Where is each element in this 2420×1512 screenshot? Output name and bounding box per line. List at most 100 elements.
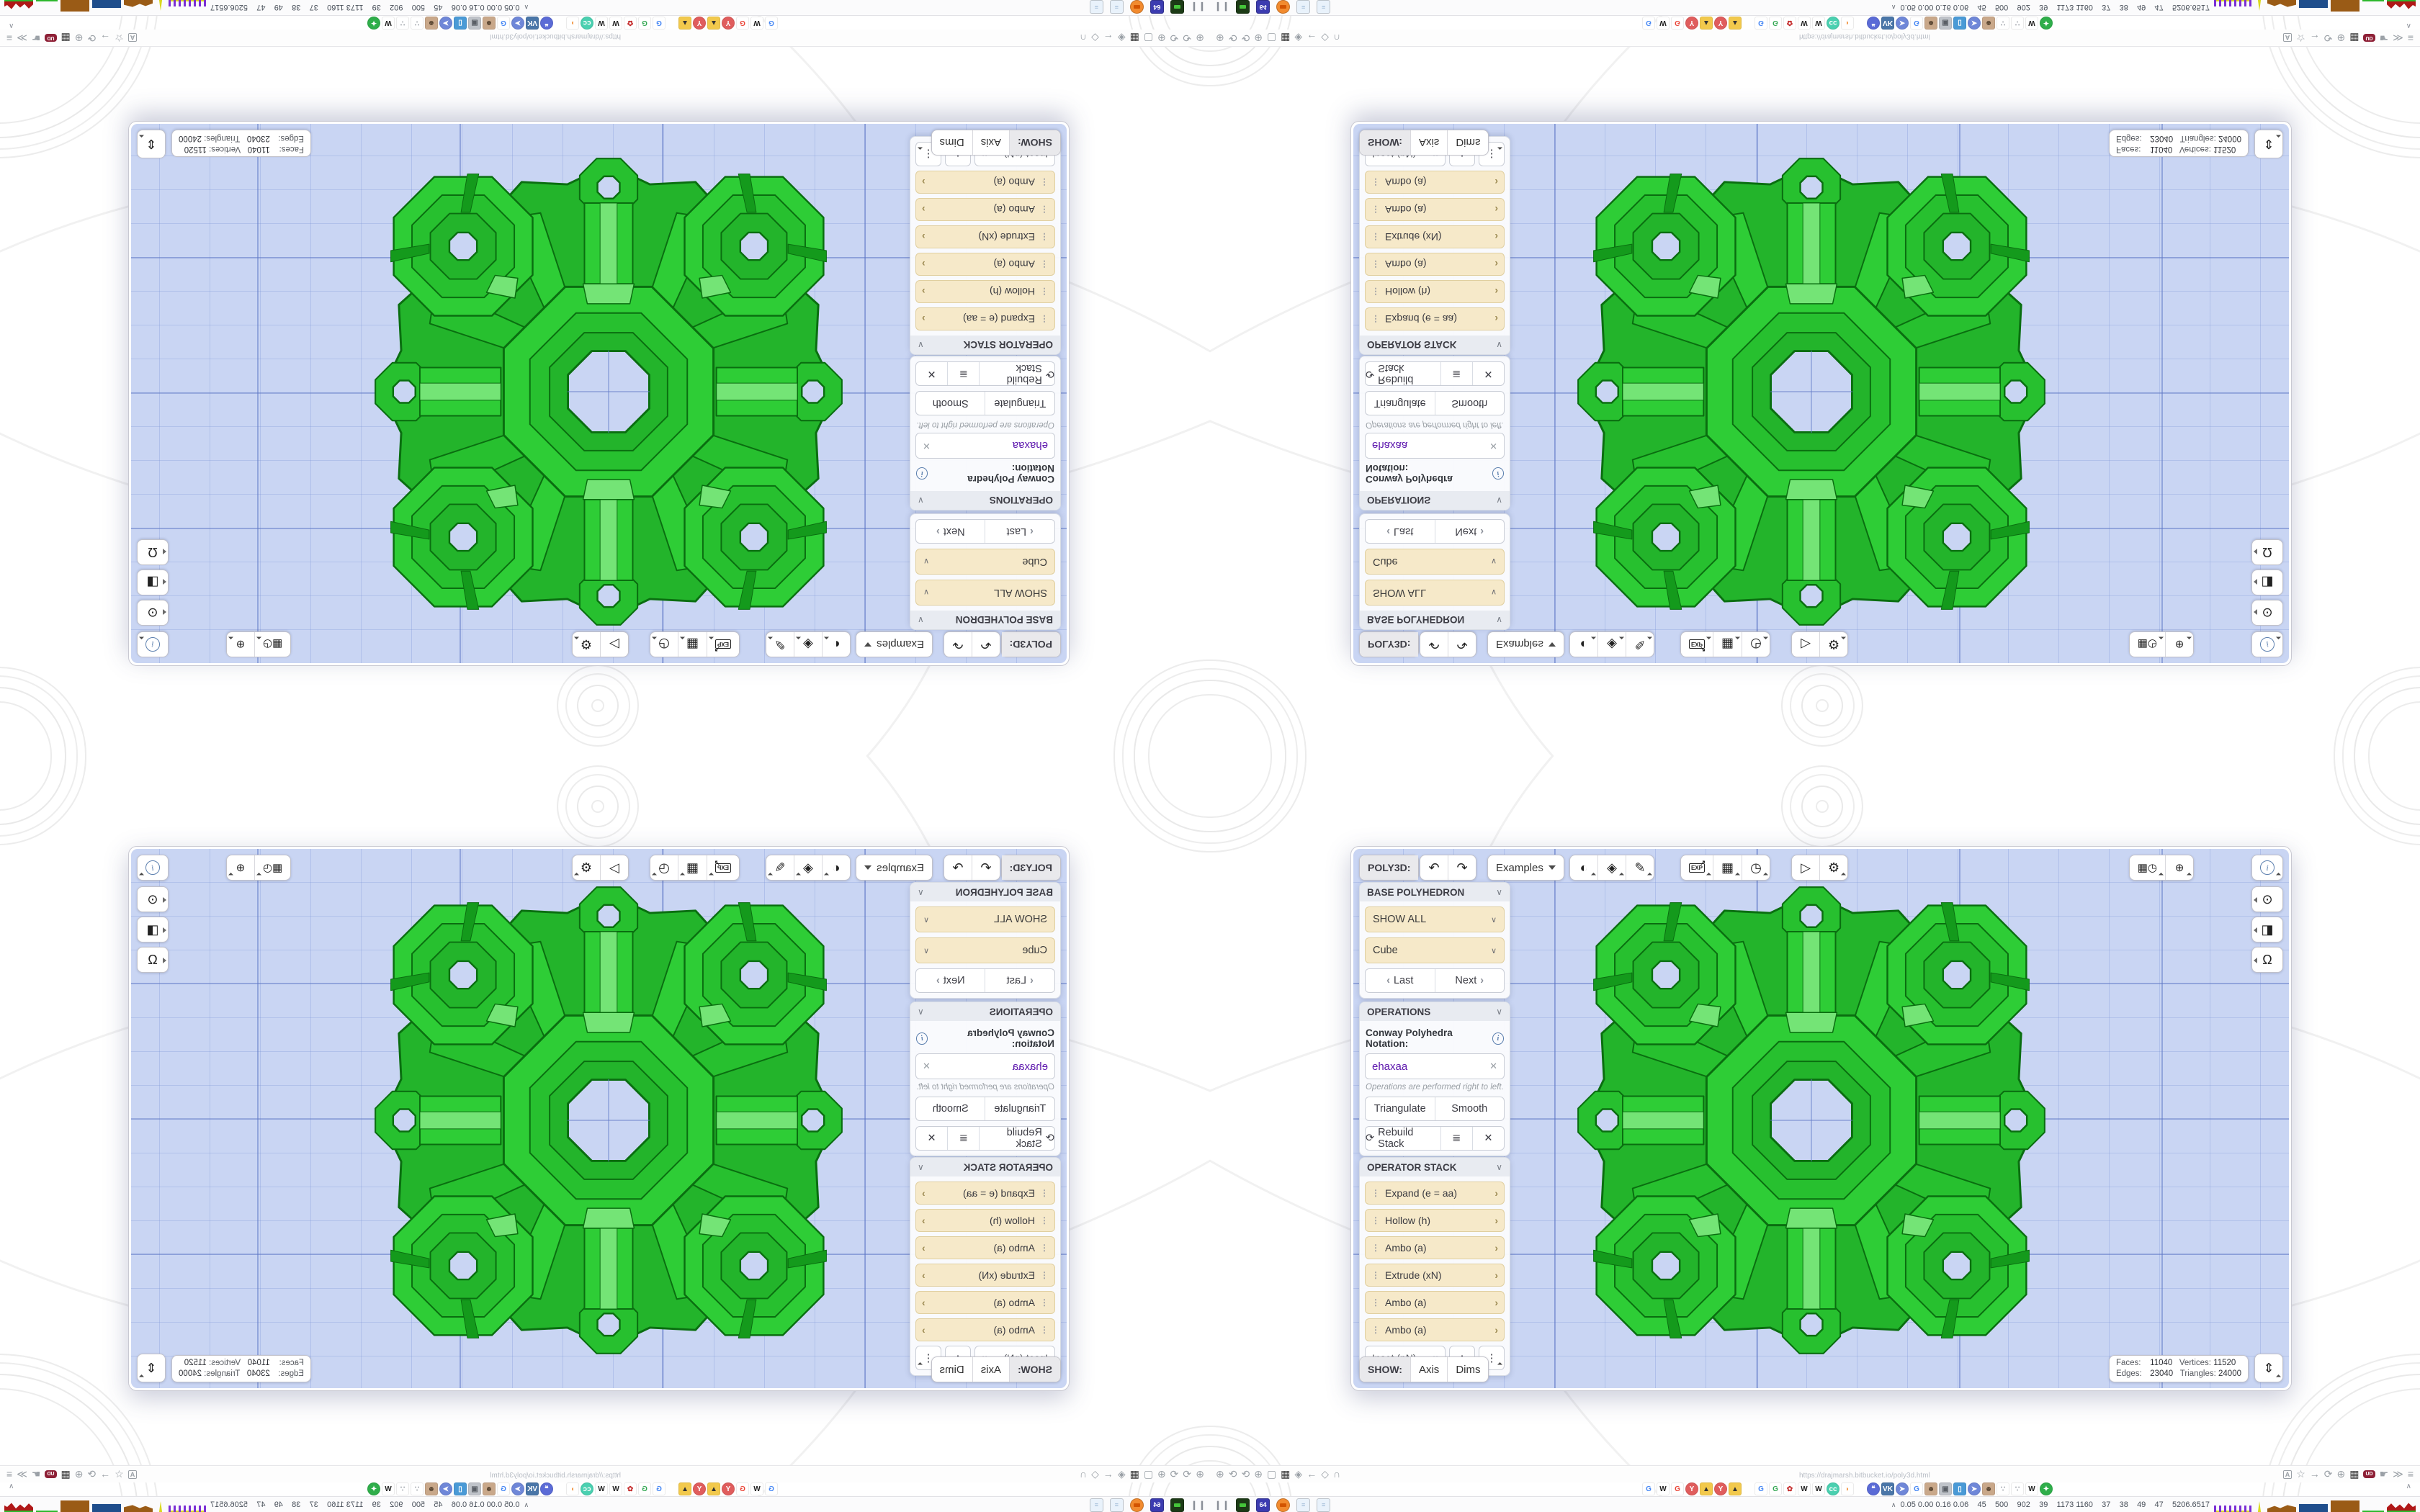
rebuild-stack-button[interactable]: ⟳ Rebuild Stack: [1366, 1127, 1440, 1150]
globe-icon[interactable]: ⊕: [2336, 1468, 2346, 1480]
tab-favicon[interactable]: ▯: [454, 17, 467, 30]
drag-handle-icon[interactable]: ⋮: [1041, 232, 1049, 242]
last-button[interactable]: ‹ Last: [1366, 520, 1435, 543]
operator-stack-item[interactable]: ⋮ Hollow (h) ›: [915, 280, 1055, 303]
notepad-app-icon[interactable]: ≡: [1296, 0, 1311, 14]
export-button[interactable]: EXP ↗: [1681, 855, 1713, 880]
globe-button[interactable]: ⊕: [227, 632, 255, 657]
play-button[interactable]: ▷: [601, 855, 628, 880]
smooth-button[interactable]: Smooth: [916, 392, 986, 415]
lock-icon[interactable]: ∩: [1079, 1468, 1088, 1480]
workspace-indicator[interactable]: ❙❙: [1214, 2, 1231, 12]
workspace-indicator[interactable]: ❙❙: [1214, 1500, 1231, 1510]
shield-icon[interactable]: ◈: [1294, 32, 1303, 44]
drag-handle-icon[interactable]: ⋮: [1371, 314, 1379, 324]
tab-favicon[interactable]: W: [1798, 1482, 1811, 1495]
redo-button[interactable]: ↷: [1448, 855, 1476, 880]
render-style-button[interactable]: ◐: [823, 632, 850, 657]
smooth-button[interactable]: Smooth: [1434, 1097, 1505, 1120]
drag-handle-icon[interactable]: ⋮: [1371, 177, 1379, 187]
info-icon[interactable]: i: [1492, 467, 1504, 480]
trash-icon[interactable]: ▦: [60, 1468, 71, 1480]
operator-stack-item[interactable]: ⋮ Expand (e = aa) ›: [915, 1182, 1055, 1205]
tab-favicon[interactable]: ☻: [1982, 17, 1995, 30]
operator-stack-item[interactable]: ⋮ Ambo (a) ›: [915, 1318, 1055, 1341]
tab-favicon[interactable]: W: [609, 17, 622, 30]
polyhedron-render[interactable]: [1574, 155, 2049, 630]
tab-favicon[interactable]: ✿: [624, 17, 637, 30]
thumbs-icon[interactable]: ☛: [2379, 1468, 2389, 1480]
undo-button[interactable]: ↶: [972, 632, 1000, 657]
polyhedron-button[interactable]: ◈: [794, 855, 823, 880]
export-button[interactable]: EXP ↗: [707, 632, 739, 657]
ublock-shield-icon[interactable]: UD: [2363, 1470, 2375, 1478]
history-button[interactable]: ◷: [650, 632, 678, 657]
tab-favicon[interactable]: ∵: [1996, 1482, 2009, 1495]
tab-favicon[interactable]: Y: [693, 17, 706, 30]
floppy64-app-icon[interactable]: 64: [1150, 0, 1164, 14]
notepad-app-icon[interactable]: ≡: [1089, 1498, 1103, 1512]
tab-favicon[interactable]: ▲: [707, 1482, 720, 1495]
next-button[interactable]: Next ›: [1434, 969, 1505, 992]
panel-toggle-button[interactable]: ◨: [137, 570, 169, 595]
settings-button[interactable]: ⚙: [572, 855, 601, 880]
tab-favicon[interactable]: G: [497, 1482, 510, 1495]
undo-button[interactable]: ↶: [1420, 632, 1448, 657]
globe-icon[interactable]: ⊕: [1157, 1468, 1166, 1480]
notation-input[interactable]: ehaxaa ✕: [1365, 433, 1505, 459]
tab-favicon[interactable]: G: [1671, 17, 1684, 30]
floppy64-app-icon[interactable]: 64: [1256, 1498, 1270, 1512]
visibility-button[interactable]: ⊙: [137, 886, 169, 912]
info-button[interactable]: i: [138, 632, 168, 657]
panel-header[interactable]: BASE POLYHEDRON ∨: [910, 883, 1060, 901]
tab-favicon[interactable]: Y: [1714, 17, 1727, 30]
tab-favicon[interactable]: W: [382, 17, 395, 30]
stack-list-button[interactable]: ≣: [948, 362, 980, 385]
shape-select[interactable]: Cube ∨: [1365, 549, 1505, 575]
folder-icon[interactable]: ▢: [1143, 32, 1154, 44]
drag-handle-icon[interactable]: ⋮: [1041, 1188, 1049, 1198]
tab-favicon[interactable]: cc: [1827, 17, 1839, 30]
tab-favicon[interactable]: W: [750, 1482, 763, 1495]
tab-favicon[interactable]: G: [653, 1482, 666, 1495]
reload-icon[interactable]: ⟲: [1170, 32, 1179, 44]
operator-stack-item[interactable]: ⋮ Extrude (xN) ›: [915, 1264, 1055, 1287]
tab-favicon[interactable]: G: [1754, 17, 1767, 30]
play-button[interactable]: ▷: [1792, 855, 1819, 880]
tab-favicon[interactable]: ➤: [1968, 17, 1981, 30]
reload-icon[interactable]: ⟲: [1241, 1468, 1250, 1480]
floppy64-app-icon[interactable]: 64: [1150, 1498, 1164, 1512]
operator-stack-item[interactable]: ⋮ Ambo (a) ›: [1365, 171, 1505, 194]
forward-arrow-icon[interactable]: →: [100, 32, 111, 44]
tab-favicon[interactable]: ❝: [540, 1482, 553, 1495]
trash-icon[interactable]: ▦: [1281, 1468, 1291, 1480]
drag-handle-icon[interactable]: ⋮: [1041, 204, 1049, 215]
panel-header[interactable]: BASE POLYHEDRON ∨: [1360, 611, 1510, 629]
dims-toggle[interactable]: Dims: [931, 1357, 973, 1382]
history-button[interactable]: ◷: [1742, 632, 1770, 657]
visibility-button[interactable]: ⊙: [2251, 886, 2283, 912]
viewport-canvas[interactable]: POLY3D: ↶ ↷ Examples ◐ ◈ ✎ EXP ↗ ▦ ◷ ▷ ⚙ ▦◷ ⊕ i: [1353, 124, 2289, 663]
refresh-icon[interactable]: ⟳: [2323, 1468, 2333, 1480]
tab-favicon[interactable]: ▲: [678, 1482, 691, 1495]
tab-favicon[interactable]: ▲: [1729, 1482, 1742, 1495]
info-button[interactable]: i: [2252, 632, 2282, 657]
tab-favicon[interactable]: W: [2025, 17, 2038, 30]
dims-toggle[interactable]: Dims: [1447, 1357, 1488, 1382]
polyhedron-button[interactable]: ◈: [794, 632, 823, 657]
triangulate-button[interactable]: Triangulate: [994, 397, 1047, 409]
drag-handle-icon[interactable]: ⋮: [1371, 1215, 1380, 1225]
triangulate-button[interactable]: Triangulate: [1373, 1103, 1426, 1115]
trash-icon[interactable]: ▦: [1129, 1468, 1139, 1480]
tab-favicon[interactable]: ▣: [468, 17, 481, 30]
polyhedron-button[interactable]: ◈: [1597, 855, 1626, 880]
panel-toggle-button[interactable]: ◨: [137, 917, 169, 942]
reload-icon[interactable]: ⟲: [1228, 32, 1237, 44]
notepad-app-icon[interactable]: ≡: [1317, 1498, 1331, 1512]
terminal-app-icon[interactable]: [1236, 1498, 1250, 1512]
globe-icon[interactable]: ⊕: [1196, 32, 1204, 44]
tab-favicon[interactable]: ◗: [1841, 1482, 1854, 1495]
tab-favicon[interactable]: W: [382, 1482, 395, 1495]
shield-outline-icon[interactable]: ◇: [1091, 32, 1099, 44]
tab-favicon[interactable]: G: [1769, 1482, 1782, 1495]
